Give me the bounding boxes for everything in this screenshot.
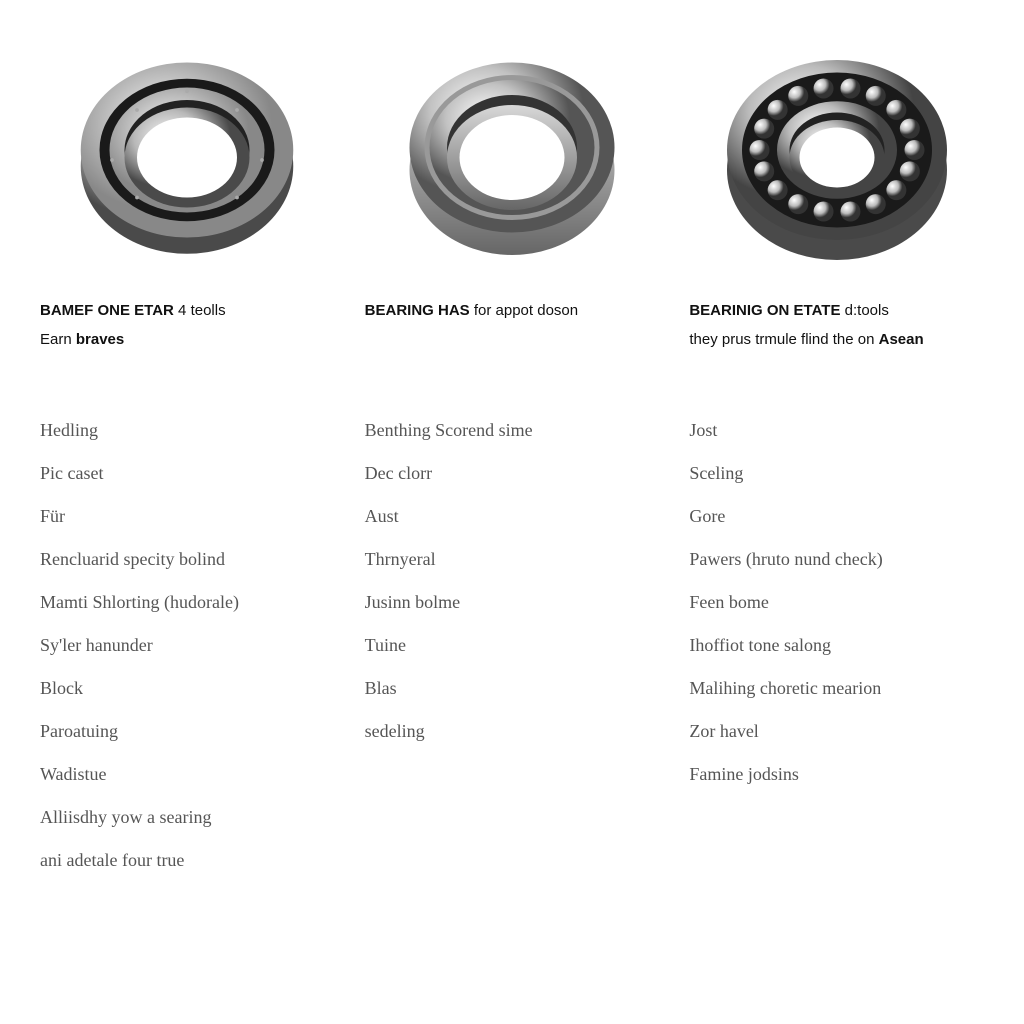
bearing-image-1 <box>40 30 335 290</box>
title-rest: 4 teolls <box>174 302 226 319</box>
list-item: Block <box>40 678 335 699</box>
list-item: Benthing Scorend sime <box>365 420 660 441</box>
list-item: Für <box>40 506 335 527</box>
list-item: Blas <box>365 678 660 699</box>
list-item: sedeling <box>365 721 660 742</box>
title-rest: for appot doson <box>470 302 578 319</box>
list-item: Famine jodsins <box>689 764 984 785</box>
title-block-1: BAMEF ONE ETAR 4 teolls Earn braves <box>40 300 335 380</box>
list-item: Alliisdhy yow a searing <box>40 807 335 828</box>
list-item: Tuine <box>365 635 660 656</box>
title-rest: d:tools <box>840 302 888 319</box>
column-1: BAMEF ONE ETAR 4 teolls Earn braves Hedl… <box>40 30 335 871</box>
list-item: Zor havel <box>689 721 984 742</box>
title-line-3: BEARINIG ON ETATE d:tools <box>689 300 984 323</box>
list-item: Pawers (hruto nund check) <box>689 549 984 570</box>
list-item: Aust <box>365 506 660 527</box>
subtitle-prefix: Earn <box>40 331 76 348</box>
list-item: Sceling <box>689 463 984 484</box>
list-item: Hedling <box>40 420 335 441</box>
bearing-ball-icon <box>712 35 962 285</box>
subtitle-prefix: they prus trmule flind the on <box>689 331 878 348</box>
title-line-2: BEARING HAS for appot doson <box>365 300 660 323</box>
bearing-image-2 <box>365 30 660 290</box>
subtitle-bold: braves <box>76 331 124 348</box>
title-block-2: BEARING HAS for appot doson <box>365 300 660 380</box>
title-bold: BAMEF ONE ETAR <box>40 302 174 319</box>
title-line-1: BAMEF ONE ETAR 4 teolls <box>40 300 335 323</box>
bearing-thin-section-icon <box>62 35 312 285</box>
list-item: Malihing choretic mearion <box>689 678 984 699</box>
bearing-plain-ring-icon <box>387 35 637 285</box>
list-item: Ihoffiot tone salong <box>689 635 984 656</box>
list-item: Jost <box>689 420 984 441</box>
columns-container: BAMEF ONE ETAR 4 teolls Earn braves Hedl… <box>40 30 984 871</box>
title-bold: BEARINIG ON ETATE <box>689 302 840 319</box>
list-item: Wadistue <box>40 764 335 785</box>
list-item: Pic caset <box>40 463 335 484</box>
column-2: BEARING HAS for appot doson Benthing Sco… <box>365 30 660 871</box>
list-item: Feen bome <box>689 592 984 613</box>
title-block-3: BEARINIG ON ETATE d:tools they prus trmu… <box>689 300 984 380</box>
list-item: Gore <box>689 506 984 527</box>
subtitle-line-1: Earn braves <box>40 329 335 352</box>
list-item: Thrnyeral <box>365 549 660 570</box>
subtitle-bold: Asean <box>879 331 924 348</box>
column-3: BEARINIG ON ETATE d:tools they prus trmu… <box>689 30 984 871</box>
list-item: ani adetale four true <box>40 850 335 871</box>
list-2: Benthing Scorend sime Dec clorr Aust Thr… <box>365 420 660 742</box>
bearing-image-3 <box>689 30 984 290</box>
list-item: Mamti Shlorting (hudorale) <box>40 592 335 613</box>
list-item: Paroatuing <box>40 721 335 742</box>
list-item: Rencluarid specity bolind <box>40 549 335 570</box>
title-bold: BEARING HAS <box>365 302 470 319</box>
subtitle-line-3: they prus trmule flind the on Asean <box>689 329 984 352</box>
list-1: Hedling Pic caset Für Rencluarid specity… <box>40 420 335 871</box>
list-item: Dec clorr <box>365 463 660 484</box>
list-3: Jost Sceling Gore Pawers (hruto nund che… <box>689 420 984 785</box>
list-item: Jusinn bolme <box>365 592 660 613</box>
list-item: Sy'ler hanunder <box>40 635 335 656</box>
